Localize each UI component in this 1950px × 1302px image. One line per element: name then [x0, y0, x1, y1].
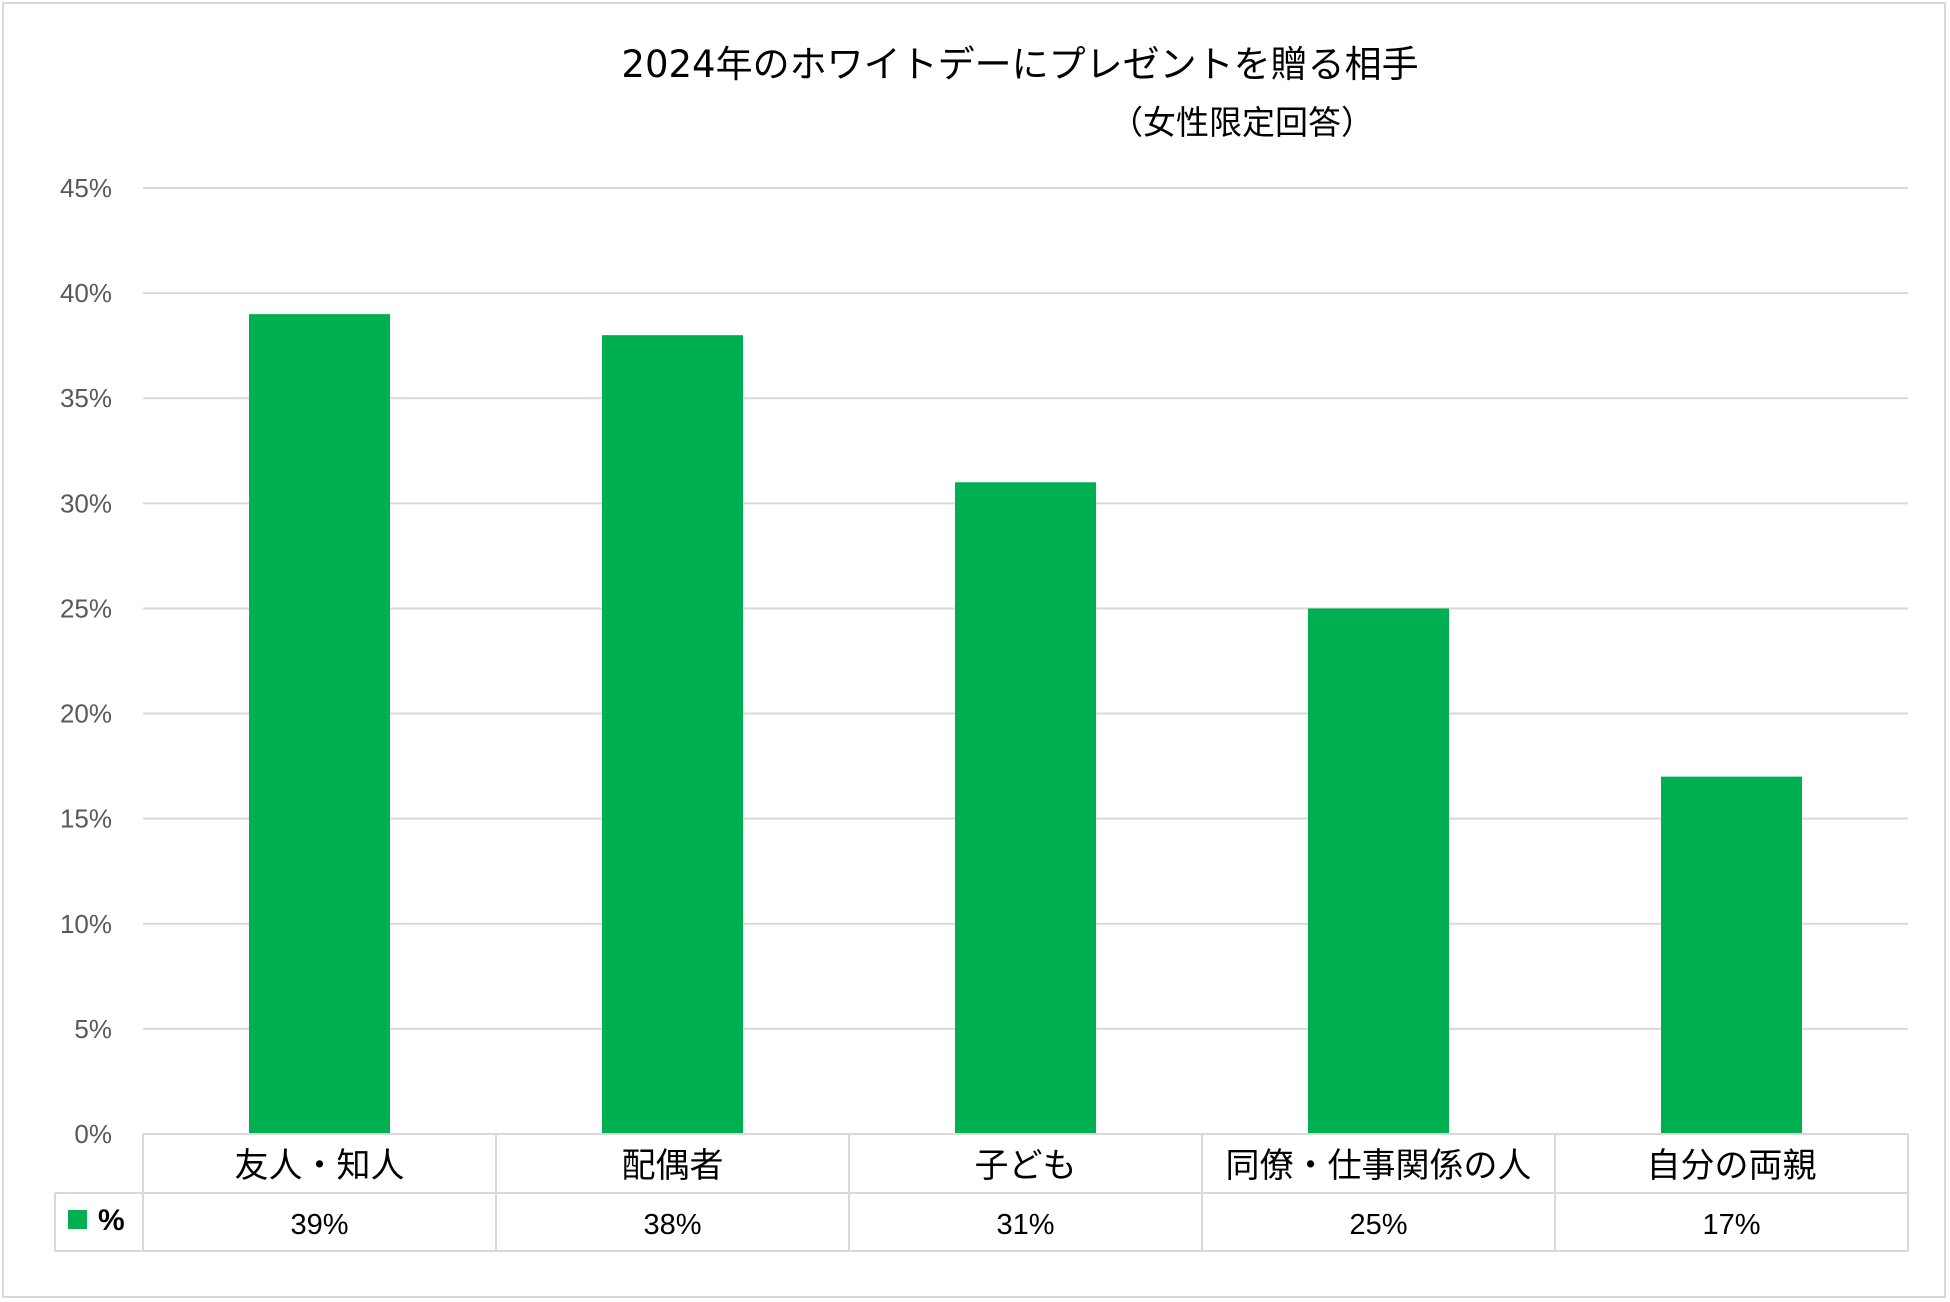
y-tick-label: 40%: [60, 278, 112, 308]
y-tick-label: 20%: [60, 699, 112, 729]
category-label: 自分の両親: [1647, 1146, 1817, 1186]
data-label: 25%: [1349, 1209, 1407, 1241]
chart-title: 2024年のホワイトデーにプレゼントを贈る相手: [621, 43, 1419, 86]
y-tick-label: 10%: [60, 909, 112, 939]
y-tick-label: 25%: [60, 593, 112, 623]
y-tick-label: 30%: [60, 488, 112, 518]
chart-subtitle: （女性限定回答）: [1110, 103, 1374, 142]
data-label: 17%: [1702, 1209, 1760, 1241]
y-tick-label: 35%: [60, 383, 112, 413]
category-label: 友人・知人: [235, 1146, 405, 1186]
bar: [1661, 776, 1802, 1134]
bar: [955, 482, 1096, 1134]
data-label: 38%: [643, 1209, 701, 1241]
y-tick-label: 15%: [60, 804, 112, 834]
category-label: 子ども: [975, 1146, 1077, 1186]
y-tick-label: 5%: [74, 1014, 112, 1044]
bar: [1308, 608, 1449, 1134]
bar: [602, 335, 743, 1135]
legend-label: %: [98, 1204, 125, 1237]
legend-swatch: [68, 1210, 87, 1229]
category-label: 同僚・仕事関係の人: [1226, 1146, 1532, 1186]
bar: [249, 314, 390, 1135]
y-tick-label: 0%: [74, 1119, 112, 1149]
data-label: 31%: [996, 1209, 1054, 1241]
category-label: 配偶者: [622, 1146, 724, 1186]
data-label: 39%: [290, 1209, 348, 1241]
y-tick-label: 45%: [60, 173, 112, 203]
